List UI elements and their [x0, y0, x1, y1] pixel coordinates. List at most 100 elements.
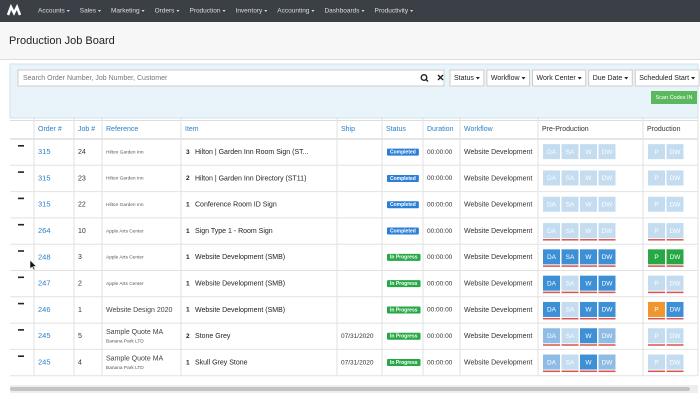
stage-badge[interactable] — [543, 170, 560, 186]
stage-badge[interactable] — [648, 170, 665, 186]
filter-button[interactable] — [588, 69, 633, 87]
stage-badge[interactable] — [598, 328, 616, 344]
column-header[interactable]: Job # — [78, 126, 95, 133]
stage-badge[interactable] — [666, 144, 684, 160]
order-link[interactable]: 264 — [38, 226, 51, 235]
column-header[interactable]: Order # — [38, 126, 62, 133]
column-header[interactable]: Item — [185, 126, 199, 133]
order-link[interactable]: 246 — [38, 305, 51, 314]
stage-badge[interactable] — [648, 223, 665, 239]
clear-icon[interactable] — [437, 74, 444, 81]
scrollbar-thumb[interactable] — [10, 387, 690, 391]
stage-badge[interactable] — [598, 170, 616, 186]
stage-badge[interactable] — [580, 170, 597, 186]
stage-badge[interactable] — [598, 354, 616, 370]
stage-badge[interactable] — [561, 223, 579, 239]
order-link[interactable]: 315 — [38, 200, 51, 209]
nav-item[interactable]: Orders — [155, 8, 176, 15]
stage-badge[interactable] — [561, 328, 579, 344]
filter-button[interactable] — [486, 69, 531, 87]
stage-badge[interactable] — [561, 249, 579, 265]
nav-item[interactable]: Dashboards — [324, 8, 360, 15]
search-icon[interactable] — [420, 74, 428, 81]
stage-badge[interactable] — [598, 223, 616, 239]
stage-badge[interactable] — [666, 223, 684, 239]
column-header[interactable]: Ship — [341, 126, 355, 133]
column-header[interactable]: Workflow — [464, 126, 494, 133]
order-link[interactable]: 245 — [38, 331, 51, 340]
order-link[interactable]: 245 — [38, 358, 51, 367]
row-menu[interactable] — [18, 276, 24, 279]
stage-badge[interactable] — [543, 196, 560, 212]
row-menu[interactable] — [18, 250, 24, 252]
column-header[interactable]: Production — [647, 126, 681, 133]
stage-badge[interactable] — [543, 223, 560, 239]
column-header[interactable]: Duration — [427, 126, 454, 133]
order-link[interactable]: 315 — [38, 173, 51, 182]
stage-badge[interactable] — [543, 328, 560, 344]
order-link[interactable]: 247 — [38, 279, 51, 288]
stage-badge[interactable] — [598, 301, 616, 317]
stage-badge[interactable] — [648, 301, 665, 317]
stage-badge[interactable] — [666, 275, 684, 291]
stage-badge[interactable] — [543, 354, 560, 370]
row-menu[interactable] — [18, 145, 24, 147]
stage-badge[interactable] — [543, 249, 560, 265]
stage-badge[interactable] — [666, 301, 684, 317]
stage-badge[interactable] — [543, 301, 560, 317]
column-header[interactable]: Status — [386, 126, 406, 133]
filter-button[interactable] — [532, 69, 587, 87]
stage-badge[interactable] — [580, 144, 597, 160]
nav-item[interactable]: Productivity — [375, 8, 409, 15]
stage-badge[interactable] — [580, 301, 597, 317]
filter-button[interactable] — [634, 69, 700, 87]
row-menu[interactable] — [18, 302, 24, 305]
stage-badge[interactable] — [580, 249, 597, 265]
order-link[interactable]: 315 — [38, 147, 51, 156]
stage-badge[interactable] — [648, 196, 665, 212]
stage-badge[interactable] — [543, 144, 560, 160]
stage-badge[interactable] — [580, 328, 597, 344]
stage-badge[interactable] — [648, 354, 665, 370]
row-menu[interactable] — [18, 355, 24, 357]
stage-badge[interactable] — [580, 354, 597, 370]
stage-badge[interactable] — [666, 170, 684, 186]
nav-item[interactable]: Sales — [80, 8, 97, 15]
stage-badge[interactable] — [666, 328, 684, 344]
stage-badge[interactable] — [561, 275, 579, 291]
stage-badge[interactable] — [598, 144, 616, 160]
logo[interactable] — [6, 3, 22, 16]
stage-badge[interactable] — [666, 249, 684, 265]
stage-badge[interactable] — [598, 275, 616, 291]
scan-button[interactable] — [651, 91, 697, 104]
nav-item[interactable]: Accounting — [277, 8, 310, 15]
row-menu[interactable] — [18, 329, 24, 331]
stage-badge[interactable] — [666, 196, 684, 212]
stage-badge[interactable] — [666, 354, 684, 370]
stage-badge[interactable] — [580, 196, 597, 212]
stage-badge[interactable] — [580, 223, 597, 239]
order-link[interactable]: 248 — [38, 252, 51, 261]
stage-badge[interactable] — [561, 301, 579, 317]
column-header[interactable]: Pre-Production — [542, 126, 589, 133]
stage-badge[interactable] — [648, 275, 665, 291]
stage-badge[interactable] — [561, 196, 579, 212]
search-box[interactable] — [17, 69, 445, 87]
nav-item[interactable]: Inventory — [236, 8, 263, 15]
stage-badge[interactable] — [561, 144, 579, 160]
column-header[interactable]: Reference — [106, 126, 138, 133]
stage-badge[interactable] — [598, 249, 616, 265]
stage-badge[interactable] — [561, 170, 579, 186]
stage-badge[interactable] — [648, 328, 665, 344]
nav-item[interactable]: Production — [189, 8, 220, 15]
stage-badge[interactable] — [598, 196, 616, 212]
stage-badge[interactable] — [648, 249, 665, 265]
stage-badge[interactable] — [648, 144, 665, 160]
filter-button[interactable] — [449, 69, 485, 87]
row-menu[interactable] — [18, 171, 24, 173]
stage-badge[interactable] — [543, 275, 560, 291]
row-menu[interactable] — [18, 197, 24, 200]
nav-item[interactable]: Accounts — [38, 8, 65, 15]
stage-badge[interactable] — [580, 275, 597, 291]
row-menu[interactable] — [18, 223, 24, 226]
